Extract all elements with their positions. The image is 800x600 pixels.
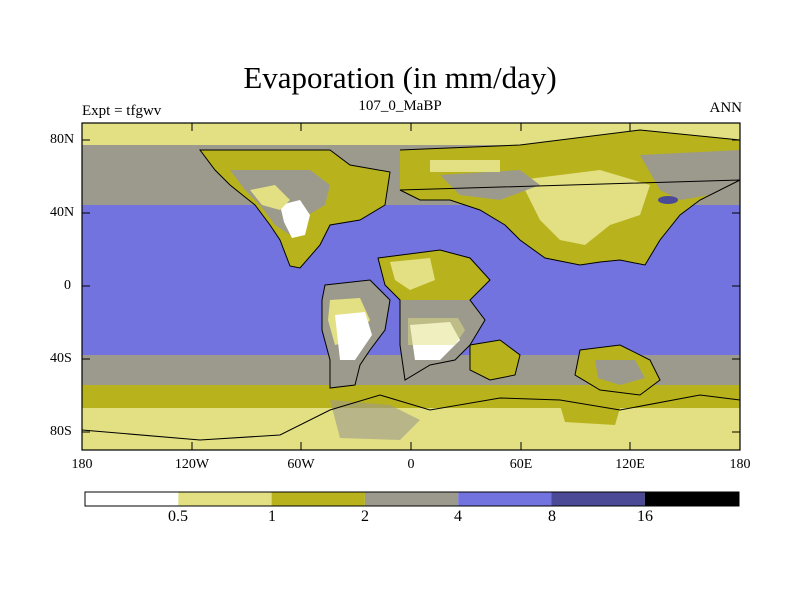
colorbar-box-0 bbox=[85, 492, 179, 506]
colorbar-label-1: 1 bbox=[268, 508, 276, 525]
africa-desert-edge bbox=[408, 318, 465, 345]
age-label: 107_0_MaBP bbox=[358, 98, 442, 114]
colorbar-box-2 bbox=[271, 492, 365, 506]
colorbar-label-16: 16 bbox=[637, 508, 653, 525]
colorbar-outline bbox=[84, 491, 740, 507]
na-desert bbox=[280, 200, 310, 238]
lon-label-180w: 180 bbox=[71, 457, 93, 472]
plot-title: Evaporation (in mm/day) bbox=[243, 60, 557, 95]
lat-label-40s: 40S bbox=[50, 351, 72, 366]
lat-label-0: 0 bbox=[64, 278, 71, 293]
lon-label-0: 0 bbox=[407, 457, 415, 472]
south-america-desert bbox=[335, 312, 372, 360]
lon-label-120w: 120W bbox=[174, 457, 210, 472]
lon-label-60e: 60E bbox=[509, 457, 533, 472]
lon-label-120e: 120E bbox=[615, 457, 645, 472]
eurasia-light bbox=[520, 170, 650, 245]
antarctica-gold-patch bbox=[560, 405, 620, 425]
siberia-strip bbox=[430, 160, 500, 172]
lon-label-180e: 180 bbox=[729, 457, 751, 472]
lat-label-40n: 40N bbox=[50, 205, 75, 220]
pacific-high-evap-spot bbox=[658, 196, 678, 204]
coastlines bbox=[81, 129, 741, 441]
coast-south-america bbox=[321, 279, 391, 389]
eurasia-steppe bbox=[440, 170, 540, 200]
colorbar-label-4: 4 bbox=[454, 508, 462, 525]
coast-australia bbox=[574, 344, 661, 396]
colorbar-label-2: 2 bbox=[361, 508, 369, 525]
experiment-label: Expt = tfgwv bbox=[82, 103, 162, 119]
lat-label-80n: 80N bbox=[50, 132, 75, 147]
coast-antarctica bbox=[81, 394, 741, 441]
colorbar bbox=[84, 491, 740, 507]
colorbar-box-4 bbox=[458, 492, 552, 506]
india-block bbox=[470, 340, 520, 380]
na-light bbox=[250, 185, 290, 210]
colorbar-box-6 bbox=[644, 492, 739, 506]
antarctica-gray-patch bbox=[330, 400, 420, 440]
coast-north-america bbox=[199, 149, 391, 269]
lat-label-80s: 80S bbox=[50, 424, 72, 439]
coast-africa bbox=[377, 249, 491, 381]
coast-eurasia bbox=[399, 129, 741, 266]
colorbar-label-8: 8 bbox=[548, 508, 556, 525]
coast-india bbox=[469, 339, 521, 381]
colorbar-box-1 bbox=[178, 492, 272, 506]
season-label: ANN bbox=[709, 100, 743, 116]
africa-north-light bbox=[390, 258, 435, 290]
colorbar-box-3 bbox=[364, 492, 459, 506]
ticks bbox=[81, 123, 741, 450]
evaporation-field bbox=[82, 123, 740, 450]
east-asia-gray bbox=[640, 150, 740, 200]
colorbar-label-0-5: 0.5 bbox=[168, 508, 188, 525]
lon-label-60w: 60W bbox=[287, 457, 315, 472]
colorbar-box-5 bbox=[551, 492, 645, 506]
australia-interior bbox=[595, 360, 645, 385]
